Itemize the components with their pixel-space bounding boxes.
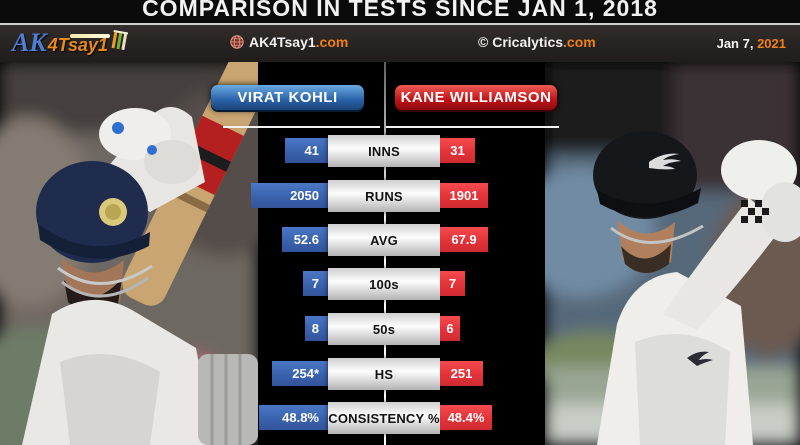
stat-row-inns: 41 INNS 31: [0, 135, 800, 167]
stat-value-williamson: 251: [440, 361, 483, 386]
title-bar: COMPARISON IN TESTS SINCE JAN 1, 2018: [0, 0, 800, 23]
page-title: COMPARISON IN TESTS SINCE JAN 1, 2018: [142, 0, 658, 21]
underline-williamson: [386, 126, 559, 128]
stat-value-kohli: 48.8%: [259, 405, 328, 430]
team-crest: [687, 351, 713, 366]
batting-pads: [198, 354, 258, 445]
stat-value-williamson: 7: [440, 271, 465, 296]
comparison-area: VIRAT KOHLI KANE WILLIAMSON 41 INNS 31 2…: [0, 62, 800, 445]
branding-header: AK 4Tsay1 AK4Tsay1: [0, 25, 800, 62]
player-name-plate-kohli: VIRAT KOHLI: [211, 85, 364, 110]
stat-value-williamson: 1901: [440, 183, 488, 208]
stat-value-kohli: 2050: [251, 183, 328, 208]
title-separator-line: [0, 23, 800, 25]
globe-icon: [230, 35, 244, 49]
stat-value-williamson: 67.9: [440, 227, 488, 252]
date-label: Jan 7, 2021: [716, 36, 786, 51]
site-name: AK4Tsay1.com: [249, 34, 349, 50]
brand-logo: AK 4Tsay1: [12, 28, 129, 58]
new-zealand-cap: [593, 131, 701, 219]
credit-label: © Cricalytics.com: [478, 34, 596, 50]
stat-value-williamson: 6: [440, 316, 460, 341]
stat-label: INNS: [328, 135, 440, 167]
stat-value-kohli: 7: [303, 271, 328, 296]
logo-accent-bar: [70, 34, 111, 38]
india-helmet: [36, 161, 150, 263]
stat-value-williamson: 31: [440, 138, 475, 163]
underline-kohli: [223, 126, 380, 128]
player-name-plate-williamson: KANE WILLIAMSON: [395, 85, 557, 110]
stat-label: 100s: [328, 268, 440, 300]
logo-text-ak: AK: [12, 28, 47, 57]
photo-kane-williamson: [545, 62, 800, 445]
stat-label: CONSISTENCY %: [328, 402, 440, 434]
site-url: AK4Tsay1.com: [230, 34, 348, 50]
stat-label: RUNS: [328, 180, 440, 212]
stat-label: 50s: [328, 313, 440, 345]
stat-value-kohli: 8: [305, 316, 328, 341]
photo-virat-kohli: [0, 62, 258, 445]
stat-row-consistency: 48.8% CONSISTENCY % 48.4%: [0, 402, 800, 434]
stat-value-williamson: 48.4%: [440, 405, 492, 430]
cricket-stumps-icon: [111, 30, 129, 51]
stat-label: AVG: [328, 224, 440, 256]
batting-gloves: [721, 140, 800, 242]
stat-row-hs: 254* HS 251: [0, 358, 800, 390]
copyright-symbol: ©: [478, 34, 489, 50]
stat-row-50s: 8 50s 6: [0, 313, 800, 345]
stat-row-100s: 7 100s 7: [0, 268, 800, 300]
stat-value-kohli: 254*: [272, 361, 328, 386]
logo-text-4tsay1: 4Tsay1: [47, 34, 111, 55]
stat-value-kohli: 41: [285, 138, 328, 163]
stat-value-kohli: 52.6: [282, 227, 328, 252]
stat-row-runs: 2050 RUNS 1901: [0, 180, 800, 212]
stat-row-avg: 52.6 AVG 67.9: [0, 224, 800, 256]
stat-label: HS: [328, 358, 440, 390]
